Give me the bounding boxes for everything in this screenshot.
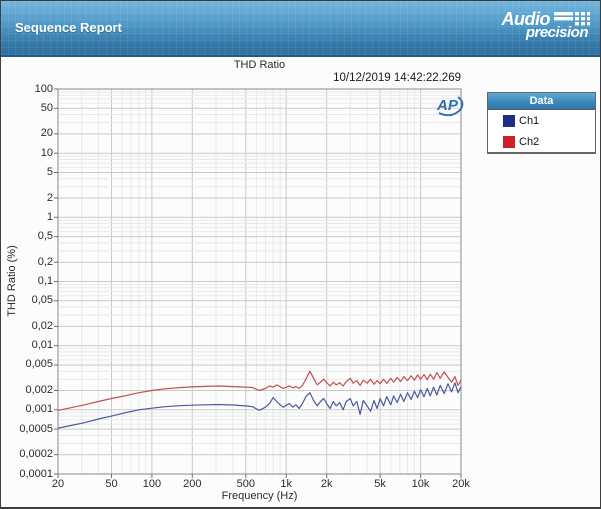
header-bar: Sequence Report Audio precision	[1, 1, 600, 57]
y-tick-label: 0,01	[31, 339, 53, 352]
legend-header: Data	[488, 93, 595, 110]
brand-precision-text: precision	[525, 24, 589, 41]
logo-bars-icon	[554, 12, 590, 26]
y-tick-label: 2	[46, 191, 53, 204]
y-tick-label: 0,1	[37, 275, 53, 287]
audio-precision-logo: Audio precision	[501, 9, 590, 41]
x-tick-label: 500	[236, 478, 255, 490]
x-tick-label: 200	[183, 478, 202, 490]
y-tick-label: 0,02	[31, 319, 53, 332]
y-tick-label: 0,005	[25, 358, 53, 371]
x-tick-label: 1k	[280, 478, 293, 490]
x-tick-label: 20k	[452, 478, 470, 490]
legend-item-ch1: Ch1	[488, 110, 595, 131]
y-tick-label: 0,001	[25, 403, 53, 416]
x-tick-label: 5k	[374, 478, 386, 490]
y-tick-label: 0,05	[31, 294, 53, 307]
x-tick-label: 10k	[411, 478, 430, 490]
x-tick-label: 2k	[320, 478, 333, 490]
chart-timestamp: 10/12/2019 14:42:22.269	[333, 72, 461, 84]
ch1-color-swatch	[503, 114, 515, 127]
y-tick-label: 0,2	[37, 255, 53, 268]
thd-ratio-plot	[54, 88, 462, 478]
x-tick-label: 50	[105, 478, 118, 490]
legend-label-ch1: Ch1	[519, 114, 540, 127]
brand-audio-text: Audio	[501, 9, 551, 29]
y-tick-label: 10	[40, 146, 53, 159]
legend-label-ch2: Ch2	[519, 135, 540, 148]
legend-item-ch2: Ch2	[488, 131, 595, 152]
y-tick-label: 0,0001	[19, 467, 53, 480]
y-tick-label: 0,002	[25, 384, 53, 397]
page-title: Sequence Report	[15, 20, 122, 35]
y-tick-label: 1	[46, 210, 53, 223]
y-tick-label: 50	[40, 101, 53, 114]
svg-text:AP: AP	[436, 97, 459, 114]
y-tick-label: 100	[34, 82, 53, 95]
legend: Data Ch1 Ch2	[487, 92, 596, 154]
y-tick-label: 0,5	[37, 230, 53, 243]
y-tick-label: 20	[40, 127, 53, 140]
ap-watermark-icon: AP	[436, 96, 464, 117]
x-tick-label: 20	[51, 478, 65, 490]
y-tick-label: 0,0002	[19, 448, 53, 461]
x-axis-label: Frequency (Hz)	[221, 490, 298, 502]
y-tick-label: 5	[46, 165, 53, 178]
x-tick-label: 100	[142, 478, 162, 490]
chart-title: THD Ratio	[233, 59, 286, 71]
ch2-color-swatch	[503, 135, 515, 148]
y-tick-label: 0,0005	[19, 422, 53, 435]
